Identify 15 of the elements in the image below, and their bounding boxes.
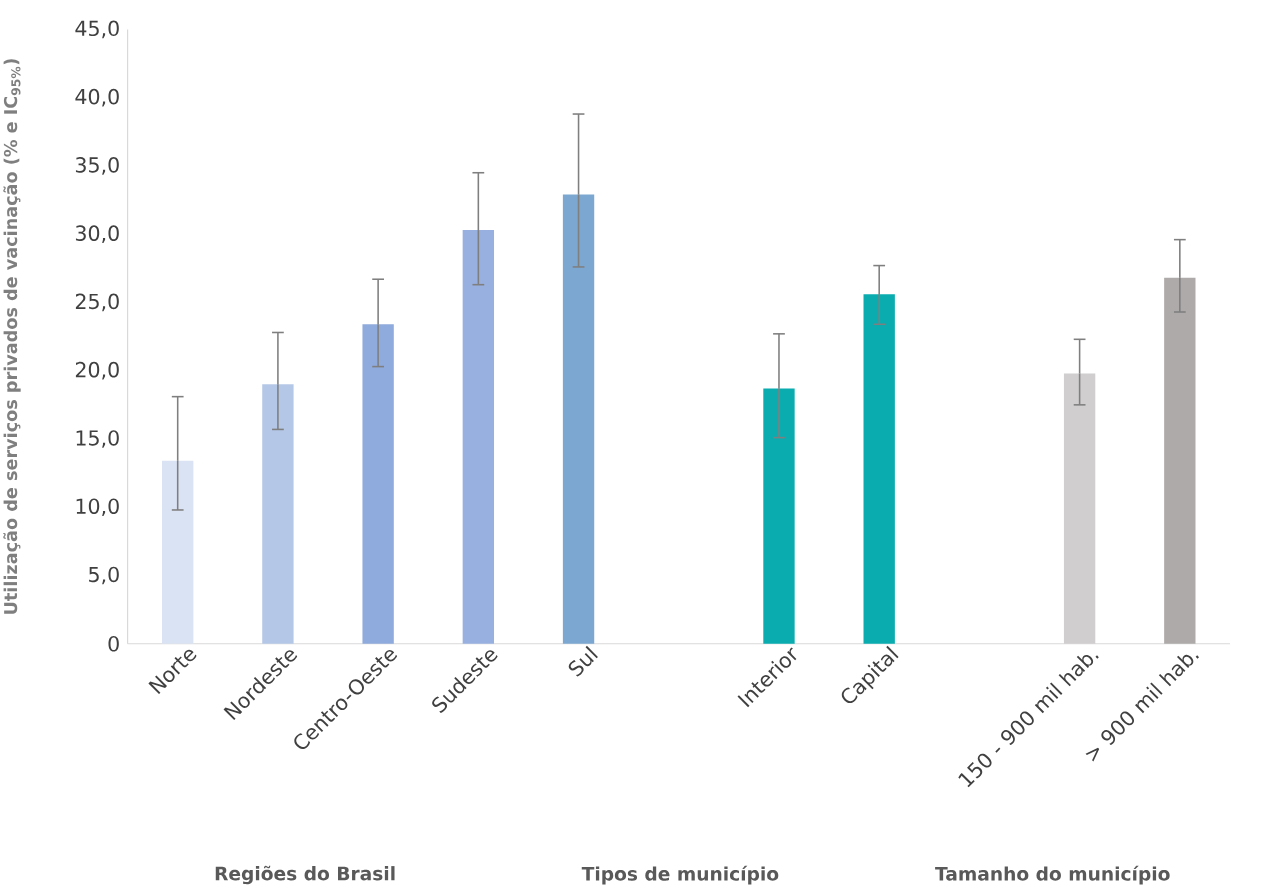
y-tick-label: 45,0 bbox=[75, 20, 119, 39]
y-tick-label: 20,0 bbox=[75, 362, 119, 380]
text: Regiões do Brasil bbox=[215, 865, 395, 885]
y-tick-label: 35,0 bbox=[75, 157, 119, 175]
text: Tamanho do município bbox=[935, 865, 1170, 885]
y-tick-label: 25,0 bbox=[75, 293, 119, 312]
y-tick-label: 40,0 bbox=[75, 88, 119, 107]
y-tick-label: 30,0 bbox=[75, 225, 119, 244]
y-tick-label: 15,0 bbox=[76, 430, 119, 448]
y-tick-label: 10,0 bbox=[76, 498, 119, 517]
y-axis-title: Utilização de serviços privados de vacinação (% e IC$_{95%}$) bbox=[3, 59, 21, 615]
x-tick-label: Sul bbox=[568, 646, 598, 677]
text: Tipos de município bbox=[581, 865, 779, 885]
y-tick-label: 5,0 bbox=[89, 566, 119, 585]
y-tick-label: 0 bbox=[108, 636, 119, 652]
